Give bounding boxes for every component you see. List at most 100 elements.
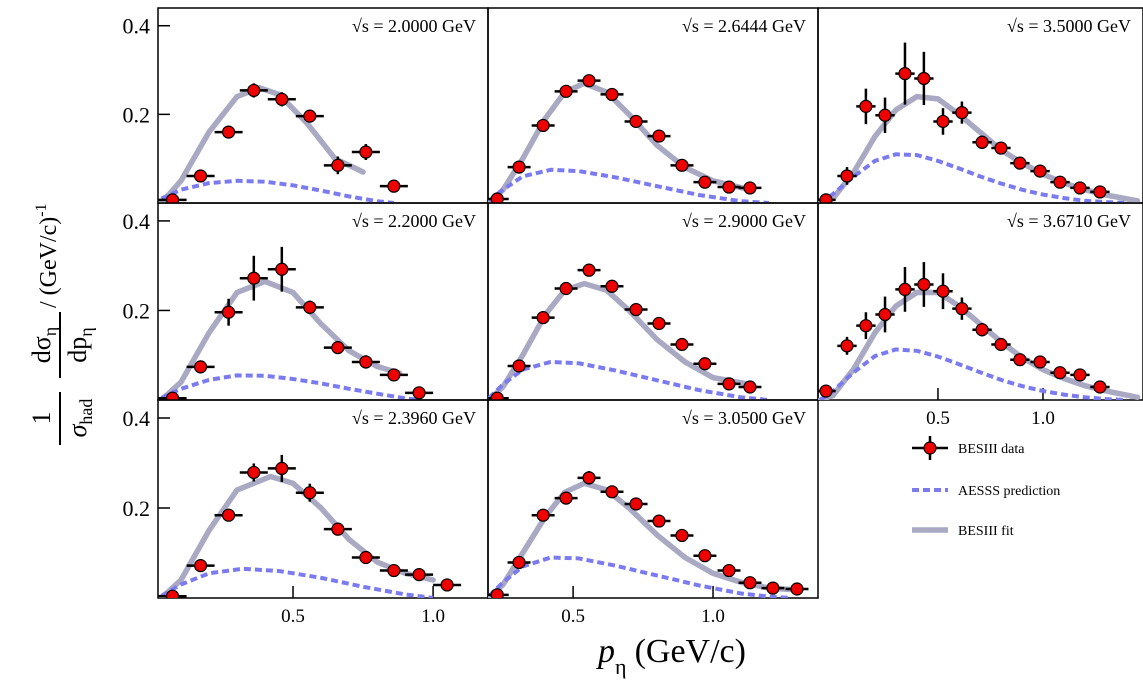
data-point (412, 386, 426, 400)
fit-curve (158, 473, 436, 598)
panel-frame (487, 202, 819, 401)
data-point (490, 588, 504, 598)
y-label-part: dpη (63, 327, 96, 362)
data-point (975, 323, 989, 337)
data-point (859, 319, 873, 333)
data-point (387, 368, 401, 382)
panel-frame (487, 399, 819, 599)
x-tick-label: 1.0 (421, 606, 445, 627)
data-point (331, 158, 345, 172)
data-point (387, 563, 401, 578)
data-point (722, 180, 736, 194)
panel-frame (817, 202, 1143, 401)
data-point (698, 357, 712, 371)
data-point (490, 192, 504, 203)
data-point (582, 74, 596, 88)
fit-curve (488, 280, 753, 400)
x-tick-label: 0.5 (281, 606, 305, 627)
panel-plot (158, 246, 434, 400)
data-point (840, 339, 854, 353)
prediction-curve (160, 373, 420, 400)
data-point (675, 528, 689, 543)
data-point (275, 262, 289, 276)
panel-plot (818, 262, 1141, 400)
panel-label: √s = 2.6444 GeV (682, 16, 806, 36)
panel-plot (158, 83, 408, 203)
data-point (331, 522, 345, 536)
data-point (859, 99, 873, 113)
data-point (512, 160, 526, 174)
data-point (1013, 353, 1027, 367)
data-point (766, 581, 780, 595)
data-point (743, 576, 757, 590)
data-point (247, 83, 261, 98)
panel-label: √s = 2.3960 GeV (352, 408, 476, 428)
y-tick-label: 0.2 (123, 102, 151, 127)
fit-curve (158, 84, 366, 203)
data-point (1033, 164, 1047, 178)
data-point (819, 193, 833, 203)
data-point (387, 179, 401, 193)
data-point (898, 66, 912, 81)
data-point (917, 277, 931, 292)
legend-label: BESIII data (958, 442, 1025, 457)
panel-label: √s = 2.9000 GeV (682, 211, 806, 231)
data-point (629, 302, 643, 317)
data-point (303, 109, 317, 123)
data-point (652, 129, 666, 143)
data-point (1073, 368, 1087, 382)
y-axis-label: 1 σhad dση dpη / (GeV/c)-1 (27, 203, 96, 445)
data-point (743, 181, 757, 195)
data-point (559, 281, 573, 296)
legend-label: AESSS prediction (958, 484, 1060, 499)
panel-label: √s = 2.2000 GeV (352, 211, 476, 231)
data-point (559, 491, 573, 505)
x-axis-label: pη (GeV/c) (596, 633, 746, 679)
panel-frame (157, 399, 489, 599)
data-point (629, 114, 643, 129)
data-point (790, 582, 804, 596)
data-point (359, 145, 373, 159)
fit-curve (488, 480, 800, 598)
data-point (303, 486, 317, 500)
data-point (898, 282, 912, 297)
data-point (1033, 355, 1047, 369)
data-point (221, 508, 236, 522)
data-point (819, 384, 833, 398)
data-point (698, 175, 712, 189)
y-label-part: 1 (27, 412, 56, 425)
y-tick-label: 0.2 (123, 496, 151, 521)
data-point (1073, 181, 1087, 195)
data-point (512, 555, 526, 570)
data-point (275, 92, 289, 106)
data-point (955, 105, 969, 120)
prediction-curve (488, 359, 770, 400)
data-point (955, 302, 969, 316)
panel-plot (488, 263, 770, 400)
data-point (878, 307, 892, 322)
data-point (440, 578, 454, 592)
data-point (1013, 156, 1027, 170)
data-point (840, 169, 854, 183)
data-point (1093, 185, 1107, 199)
prediction-curve (488, 167, 770, 203)
data-point (303, 300, 317, 314)
panel-frame (157, 7, 489, 204)
data-point (652, 514, 666, 528)
panel-label: √s = 3.6710 GeV (1007, 211, 1131, 231)
data-point (221, 125, 236, 139)
y-tick-label: 0.4 (123, 406, 151, 431)
panel-plot (488, 74, 770, 203)
data-point (1053, 366, 1067, 380)
x-tick-label: 1.0 (701, 606, 725, 627)
data-point (193, 360, 208, 374)
panel-frame (157, 202, 489, 401)
data-point (994, 337, 1008, 352)
data-point (221, 305, 236, 319)
data-point (675, 158, 689, 172)
data-point (605, 87, 619, 102)
prediction-curve (160, 178, 395, 203)
data-point (559, 84, 573, 98)
prediction-curve (819, 152, 1128, 203)
